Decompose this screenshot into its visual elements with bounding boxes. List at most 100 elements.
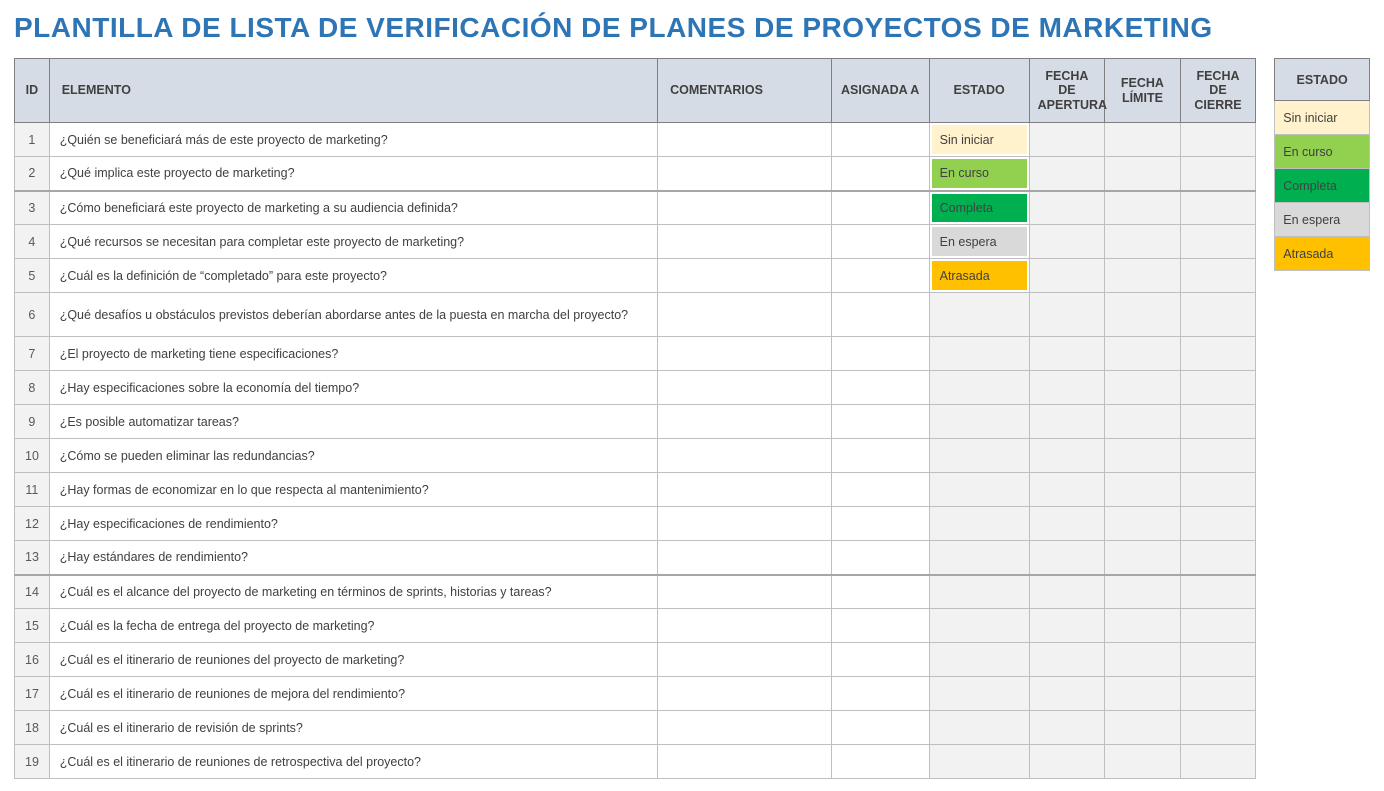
cell-elemento[interactable]: ¿El proyecto de marketing tiene especifi… (49, 337, 657, 371)
cell-limite[interactable] (1105, 473, 1181, 507)
cell-estado[interactable]: En espera (929, 225, 1029, 259)
cell-elemento[interactable]: ¿Cuál es la definición de “completado” p… (49, 259, 657, 293)
cell-cierre[interactable] (1180, 541, 1256, 575)
cell-estado[interactable] (929, 575, 1029, 609)
cell-apertura[interactable] (1029, 507, 1105, 541)
cell-asignada[interactable] (831, 473, 929, 507)
cell-estado[interactable] (929, 643, 1029, 677)
cell-estado[interactable] (929, 405, 1029, 439)
cell-asignada[interactable] (831, 259, 929, 293)
cell-apertura[interactable] (1029, 643, 1105, 677)
cell-estado[interactable] (929, 371, 1029, 405)
cell-elemento[interactable]: ¿Cuál es el itinerario de reuniones de m… (49, 677, 657, 711)
cell-elemento[interactable]: ¿Hay especificaciones de rendimiento? (49, 507, 657, 541)
cell-cierre[interactable] (1180, 643, 1256, 677)
cell-cierre[interactable] (1180, 677, 1256, 711)
cell-limite[interactable] (1105, 225, 1181, 259)
cell-cierre[interactable] (1180, 337, 1256, 371)
cell-apertura[interactable] (1029, 337, 1105, 371)
cell-limite[interactable] (1105, 293, 1181, 337)
cell-comentarios[interactable] (658, 259, 832, 293)
cell-comentarios[interactable] (658, 643, 832, 677)
cell-elemento[interactable]: ¿Cuál es el alcance del proyecto de mark… (49, 575, 657, 609)
cell-comentarios[interactable] (658, 405, 832, 439)
cell-estado[interactable]: Sin iniciar (929, 123, 1029, 157)
cell-comentarios[interactable] (658, 541, 832, 575)
cell-apertura[interactable] (1029, 371, 1105, 405)
cell-asignada[interactable] (831, 225, 929, 259)
cell-asignada[interactable] (831, 575, 929, 609)
cell-asignada[interactable] (831, 745, 929, 779)
cell-asignada[interactable] (831, 371, 929, 405)
cell-comentarios[interactable] (658, 507, 832, 541)
cell-cierre[interactable] (1180, 609, 1256, 643)
cell-estado[interactable] (929, 745, 1029, 779)
cell-asignada[interactable] (831, 711, 929, 745)
cell-estado[interactable]: Atrasada (929, 259, 1029, 293)
cell-apertura[interactable] (1029, 745, 1105, 779)
cell-apertura[interactable] (1029, 293, 1105, 337)
cell-estado[interactable] (929, 677, 1029, 711)
cell-asignada[interactable] (831, 507, 929, 541)
cell-estado[interactable] (929, 293, 1029, 337)
cell-comentarios[interactable] (658, 711, 832, 745)
cell-limite[interactable] (1105, 609, 1181, 643)
cell-cierre[interactable] (1180, 293, 1256, 337)
cell-limite[interactable] (1105, 575, 1181, 609)
cell-limite[interactable] (1105, 507, 1181, 541)
cell-comentarios[interactable] (658, 225, 832, 259)
cell-apertura[interactable] (1029, 439, 1105, 473)
cell-asignada[interactable] (831, 677, 929, 711)
cell-limite[interactable] (1105, 405, 1181, 439)
cell-cierre[interactable] (1180, 575, 1256, 609)
cell-limite[interactable] (1105, 371, 1181, 405)
cell-limite[interactable] (1105, 643, 1181, 677)
cell-cierre[interactable] (1180, 123, 1256, 157)
cell-comentarios[interactable] (658, 677, 832, 711)
cell-estado[interactable] (929, 507, 1029, 541)
cell-comentarios[interactable] (658, 337, 832, 371)
cell-cierre[interactable] (1180, 191, 1256, 225)
cell-asignada[interactable] (831, 157, 929, 191)
cell-limite[interactable] (1105, 541, 1181, 575)
cell-cierre[interactable] (1180, 439, 1256, 473)
cell-elemento[interactable]: ¿Cuál es el itinerario de revisión de sp… (49, 711, 657, 745)
cell-asignada[interactable] (831, 337, 929, 371)
cell-comentarios[interactable] (658, 609, 832, 643)
cell-estado[interactable]: En curso (929, 157, 1029, 191)
cell-asignada[interactable] (831, 405, 929, 439)
cell-cierre[interactable] (1180, 225, 1256, 259)
cell-limite[interactable] (1105, 259, 1181, 293)
cell-apertura[interactable] (1029, 191, 1105, 225)
cell-estado[interactable] (929, 439, 1029, 473)
cell-asignada[interactable] (831, 643, 929, 677)
cell-asignada[interactable] (831, 609, 929, 643)
cell-estado[interactable] (929, 541, 1029, 575)
cell-limite[interactable] (1105, 157, 1181, 191)
cell-limite[interactable] (1105, 439, 1181, 473)
cell-cierre[interactable] (1180, 371, 1256, 405)
cell-apertura[interactable] (1029, 677, 1105, 711)
cell-apertura[interactable] (1029, 405, 1105, 439)
cell-apertura[interactable] (1029, 711, 1105, 745)
cell-elemento[interactable]: ¿Qué desafíos u obstáculos previstos deb… (49, 293, 657, 337)
cell-elemento[interactable]: ¿Cómo se pueden eliminar las redundancia… (49, 439, 657, 473)
cell-apertura[interactable] (1029, 157, 1105, 191)
cell-asignada[interactable] (831, 439, 929, 473)
cell-limite[interactable] (1105, 745, 1181, 779)
cell-comentarios[interactable] (658, 371, 832, 405)
cell-estado[interactable] (929, 473, 1029, 507)
cell-cierre[interactable] (1180, 711, 1256, 745)
cell-cierre[interactable] (1180, 473, 1256, 507)
cell-cierre[interactable] (1180, 157, 1256, 191)
cell-elemento[interactable]: ¿Cuál es el itinerario de reuniones de r… (49, 745, 657, 779)
cell-elemento[interactable]: ¿Cuál es el itinerario de reuniones del … (49, 643, 657, 677)
cell-estado[interactable] (929, 609, 1029, 643)
cell-elemento[interactable]: ¿Es posible automatizar tareas? (49, 405, 657, 439)
cell-apertura[interactable] (1029, 473, 1105, 507)
cell-asignada[interactable] (831, 123, 929, 157)
cell-estado[interactable] (929, 711, 1029, 745)
cell-limite[interactable] (1105, 191, 1181, 225)
cell-limite[interactable] (1105, 337, 1181, 371)
cell-limite[interactable] (1105, 711, 1181, 745)
